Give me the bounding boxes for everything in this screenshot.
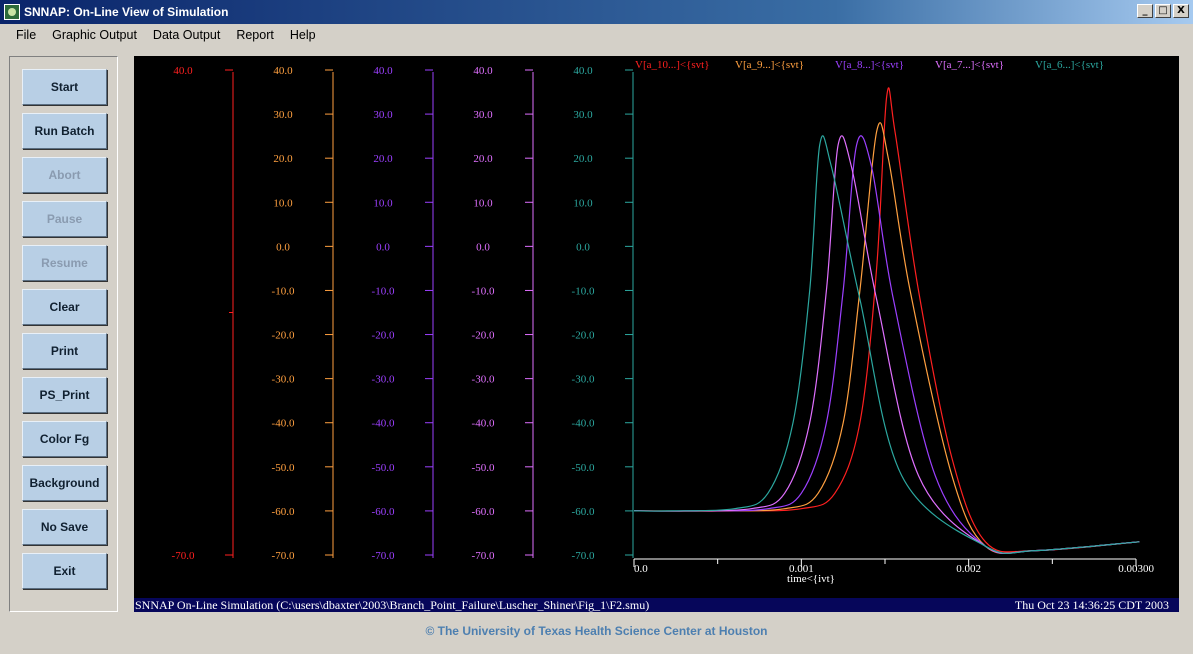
y-tick-label: -50.0	[372, 462, 395, 474]
y-tick-label: 30.0	[573, 109, 593, 121]
series-line	[633, 135, 1140, 554]
window-title: SNNAP: On-Line View of Simulation	[24, 5, 229, 19]
minimize-button[interactable]: _	[1137, 4, 1153, 18]
menu-bar: File Graphic Output Data Output Report H…	[0, 24, 1193, 46]
y-tick-label: -10.0	[572, 285, 595, 297]
y-tick-label: 40.0	[173, 65, 193, 77]
y-tick-label: 10.0	[473, 197, 493, 209]
y-tick-label: 30.0	[473, 109, 493, 121]
menu-data-output[interactable]: Data Output	[152, 28, 221, 42]
abort-button: Abort	[22, 157, 107, 193]
y-tick-label: -40.0	[272, 418, 295, 430]
close-button[interactable]: X	[1173, 4, 1189, 18]
y-tick-label: -10.0	[272, 285, 295, 297]
chart-canvas: 40.0 -70.0 40.0 30.0 20.0 10.0 0.0 -10.0 -20.0 -3…	[172, 59, 1155, 585]
menu-report[interactable]: Report	[236, 28, 274, 42]
series-line	[633, 135, 1140, 554]
y-tick-label: -70.0	[472, 550, 495, 562]
print-button[interactable]: Print	[22, 333, 107, 369]
x-tick-label: 0.00300	[1118, 563, 1154, 575]
legend-entry: V[a_8...]<{svt}	[835, 59, 904, 71]
y-tick-label: -50.0	[572, 462, 595, 474]
y-tick-label: -70.0	[272, 550, 295, 562]
y-tick-label: 10.0	[573, 197, 593, 209]
y-tick-label: -30.0	[272, 374, 295, 386]
y-tick-label: 40.0	[573, 65, 593, 77]
y-tick-label: 20.0	[273, 153, 293, 165]
window-controls: _ □ X	[1137, 4, 1189, 18]
y-tick-label: 20.0	[573, 153, 593, 165]
y-tick-label: 40.0	[373, 65, 393, 77]
series-line	[633, 135, 1140, 554]
y-tick-label: -40.0	[472, 418, 495, 430]
control-panel: Start Run Batch Abort Pause Resume Clear…	[9, 56, 118, 612]
menu-file[interactable]: File	[16, 28, 37, 42]
y-tick-label: -50.0	[272, 462, 295, 474]
y-tick-label: -50.0	[472, 462, 495, 474]
y-tick-label: 30.0	[373, 109, 393, 121]
y-tick-label: 10.0	[273, 197, 293, 209]
pause-button: Pause	[22, 201, 107, 237]
y-tick-label: 40.0	[473, 65, 493, 77]
series-line	[633, 122, 1140, 554]
legend-entry: V[a_6...]<{svt}	[1035, 59, 1104, 71]
title-bar: SNNAP: On-Line View of Simulation _ □ X	[0, 0, 1193, 24]
x-tick-label: 0.001	[789, 563, 814, 575]
y-tick-label: -60.0	[472, 506, 495, 518]
series-line	[633, 87, 1140, 553]
maximize-button[interactable]: □	[1155, 4, 1171, 18]
y-tick-label: -60.0	[572, 506, 595, 518]
clear-button[interactable]: Clear	[22, 289, 107, 325]
y-tick-label: -30.0	[372, 374, 395, 386]
y-tick-label: -10.0	[472, 285, 495, 297]
legend-entry: V[a_9...]<{svt}	[735, 59, 804, 71]
menu-help[interactable]: Help	[289, 28, 316, 42]
y-tick-label: 10.0	[373, 197, 393, 209]
y-tick-label: -20.0	[272, 330, 295, 342]
y-tick-label: 40.0	[273, 65, 293, 77]
y-tick-label: -40.0	[572, 418, 595, 430]
y-tick-label: 0.0	[276, 241, 290, 253]
simulation-plot: 40.0 -70.0 40.0 30.0 20.0 10.0 0.0 -10.0 -20.0 -3…	[134, 56, 1179, 598]
y-tick-label: -40.0	[372, 418, 395, 430]
exit-button[interactable]: Exit	[22, 553, 107, 589]
x-axis-label: time<{ivt}	[787, 573, 835, 585]
y-tick-label: 0.0	[476, 241, 490, 253]
app-icon	[4, 4, 20, 20]
y-tick-label: -20.0	[472, 330, 495, 342]
y-tick-label: 30.0	[273, 109, 293, 121]
y-tick-label: 20.0	[373, 153, 393, 165]
y-tick-label: 0.0	[576, 241, 590, 253]
y-tick-label: -70.0	[372, 550, 395, 562]
y-tick-label: -30.0	[472, 374, 495, 386]
no-save-button[interactable]: No Save	[22, 509, 107, 545]
background-button[interactable]: Background	[22, 465, 107, 501]
color-fg-button[interactable]: Color Fg	[22, 421, 107, 457]
menu-graphic-output[interactable]: Graphic Output	[52, 28, 137, 42]
x-tick-label: 0.0	[634, 563, 648, 575]
y-tick-label: -20.0	[372, 330, 395, 342]
y-tick-label: -60.0	[272, 506, 295, 518]
y-tick-label: -30.0	[572, 374, 595, 386]
start-button[interactable]: Start	[22, 69, 107, 105]
y-tick-label: -60.0	[372, 506, 395, 518]
legend-entry: V[a_7...]<{svt}	[935, 59, 1004, 71]
status-timestamp: Thu Oct 23 14:36:25 CDT 2003	[1014, 598, 1169, 612]
y-tick-label: -70.0	[572, 550, 595, 562]
y-tick-label: -20.0	[572, 330, 595, 342]
run-batch-button[interactable]: Run Batch	[22, 113, 107, 149]
y-tick-label: -10.0	[372, 285, 395, 297]
copyright-notice: © The University of Texas Health Science…	[425, 624, 768, 638]
y-tick-label: 0.0	[376, 241, 390, 253]
status-file-path: SNNAP On-Line Simulation (C:\users\dbaxt…	[135, 598, 650, 612]
legend-entry: V[a_10...]<{svt}	[635, 59, 710, 71]
y-tick-label: 20.0	[473, 153, 493, 165]
x-tick-label: 0.002	[956, 563, 981, 575]
y-tick-label: -70.0	[172, 550, 195, 562]
status-bar: SNNAP On-Line Simulation (C:\users\dbaxt…	[134, 598, 1179, 612]
resume-button: Resume	[22, 245, 107, 281]
ps-print-button[interactable]: PS_Print	[22, 377, 107, 413]
